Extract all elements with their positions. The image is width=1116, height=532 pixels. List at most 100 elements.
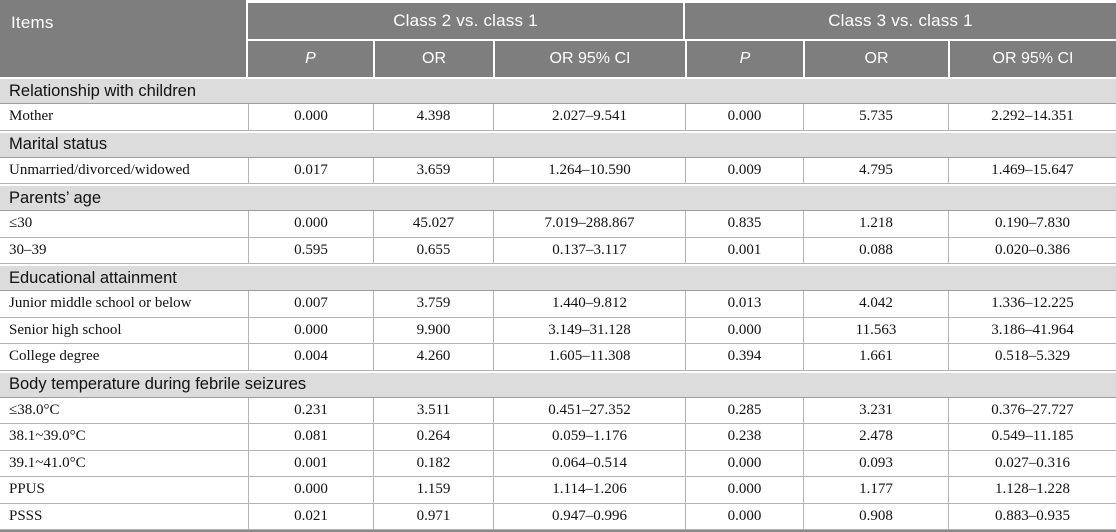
value-cell: 9.900	[373, 317, 493, 343]
column-header-items: Items	[0, 0, 248, 77]
value-cell: 0.835	[685, 211, 803, 237]
value-cell: 0.947–0.996	[493, 503, 685, 529]
value-cell: 1.264–10.590	[493, 157, 685, 183]
value-cell: 0.000	[248, 104, 373, 130]
value-cell: 2.292–14.351	[948, 104, 1116, 130]
value-cell: 1.177	[803, 477, 948, 503]
table-row: Junior middle school or below 0.007 3.759 1…	[0, 291, 1116, 318]
value-cell: 0.264	[373, 424, 493, 450]
value-cell: 0.020–0.386	[948, 237, 1116, 263]
table-row: 38.1~39.0°C 0.081 0.264 0.059–1.176 0.238 2.4…	[0, 424, 1116, 451]
value-cell: 1.159	[373, 477, 493, 503]
subcolumn-header-or-95-ci: OR 95% CI	[493, 40, 685, 77]
value-cell: 3.511	[373, 397, 493, 423]
value-cell: 1.114–1.206	[493, 477, 685, 503]
value-cell: 0.000	[685, 477, 803, 503]
value-cell: 1.469–15.647	[948, 157, 1116, 183]
item-cell: PSSS	[9, 507, 43, 524]
section-title: Marital status	[9, 135, 108, 153]
value-cell: 0.549–11.185	[948, 424, 1116, 450]
value-cell: 0.394	[685, 344, 803, 370]
value-cell: 4.042	[803, 291, 948, 317]
value-cell: 4.795	[803, 157, 948, 183]
value-cell: 3.149–31.128	[493, 317, 685, 343]
value-cell: 1.605–11.308	[493, 344, 685, 370]
item-cell: Senior high school	[9, 321, 122, 338]
value-cell: 0.238	[685, 424, 803, 450]
value-cell: 0.000	[248, 211, 373, 237]
value-cell: 1.336–12.225	[948, 291, 1116, 317]
table-header: Items Class 2 vs. class 1 Class 3 vs. cl…	[0, 0, 1116, 77]
item-cell: Mother	[9, 108, 54, 125]
column-group-class2-vs-class1: Class 2 vs. class 1	[248, 3, 685, 39]
section-row: Marital status	[0, 130, 1116, 158]
value-cell: 0.137–3.117	[493, 237, 685, 263]
table-row: College degree 0.004 4.260 1.605–11.308 0.39…	[0, 344, 1116, 371]
value-cell: 0.285	[685, 397, 803, 423]
section-title: Relationship with children	[9, 81, 197, 100]
section-title: Body temperature during febrile seizures	[9, 375, 307, 393]
section-title: Parents’ age	[9, 188, 102, 207]
value-cell: 0.081	[248, 424, 373, 450]
table-row: PPUS 0.000 1.159 1.114–1.206 0.000 1.177 1.128…	[0, 477, 1116, 504]
value-cell: 0.088	[803, 237, 948, 263]
value-cell: 0.000	[685, 317, 803, 343]
subcolumn-header-p: P	[685, 40, 803, 77]
header-right: Class 2 vs. class 1 Class 3 vs. class 1 …	[248, 0, 1116, 77]
section-row: Body temperature during febrile seizures	[0, 370, 1116, 398]
section-row: Parents’ age	[0, 184, 1116, 211]
value-cell: 0.883–0.935	[948, 503, 1116, 529]
subcolumn-header-or-95-ci: OR 95% CI	[948, 40, 1116, 77]
items-header-label: Items	[11, 13, 54, 32]
table-row: 30–39 0.595 0.655 0.137–3.117 0.001 0.088 0.02…	[0, 237, 1116, 264]
item-cell: PPUS	[9, 481, 45, 498]
value-cell: 1.661	[803, 344, 948, 370]
value-cell: 0.231	[248, 397, 373, 423]
value-cell: 11.563	[803, 317, 948, 343]
item-cell: Unmarried/divorced/widowed	[9, 161, 190, 178]
value-cell: 0.908	[803, 503, 948, 529]
value-cell: 3.659	[373, 157, 493, 183]
item-cell: ≤38.0°C	[9, 401, 60, 418]
column-group-class3-vs-class1: Class 3 vs. class 1	[685, 3, 1116, 39]
value-cell: 7.019–288.867	[493, 211, 685, 237]
subcolumn-header-p: P	[248, 40, 373, 77]
section-row: Educational attainment	[0, 264, 1116, 291]
value-cell: 2.478	[803, 424, 948, 450]
value-cell: 1.128–1.228	[948, 477, 1116, 503]
value-cell: 0.182	[373, 450, 493, 476]
value-cell: 0.000	[248, 317, 373, 343]
value-cell: 0.000	[685, 104, 803, 130]
value-cell: 0.093	[803, 450, 948, 476]
value-cell: 0.017	[248, 157, 373, 183]
value-cell: 45.027	[373, 211, 493, 237]
value-cell: 0.001	[248, 450, 373, 476]
value-cell: 4.260	[373, 344, 493, 370]
value-cell: 2.027–9.541	[493, 104, 685, 130]
item-cell: 38.1~39.0°C	[9, 428, 86, 445]
item-cell: 30–39	[9, 241, 47, 258]
subcolumn-header-or: OR	[373, 40, 493, 77]
header-subcolumn-row: P OR OR 95% CI P OR OR 95% CI	[248, 38, 1116, 77]
value-cell: 4.398	[373, 104, 493, 130]
table-row: Senior high school 0.000 9.900 3.149–31.128…	[0, 317, 1116, 344]
value-cell: 0.451–27.352	[493, 397, 685, 423]
value-cell: 3.186–41.964	[948, 317, 1116, 343]
table-row: PSSS 0.021 0.971 0.947–0.996 0.000 0.908 0.883…	[0, 503, 1116, 530]
value-cell: 0.009	[685, 157, 803, 183]
header-group-row: Class 2 vs. class 1 Class 3 vs. class 1	[248, 0, 1116, 39]
value-cell: 0.001	[685, 237, 803, 263]
value-cell: 0.190–7.830	[948, 211, 1116, 237]
table-body: Relationship with children Mother 0.000 4.3…	[0, 77, 1116, 530]
value-cell: 0.000	[685, 450, 803, 476]
value-cell: 0.376–27.727	[948, 397, 1116, 423]
value-cell: 0.595	[248, 237, 373, 263]
value-cell: 0.064–0.514	[493, 450, 685, 476]
item-cell: Junior middle school or below	[9, 295, 192, 312]
item-cell: College degree	[9, 348, 100, 365]
section-row: Relationship with children	[0, 77, 1116, 104]
value-cell: 0.059–1.176	[493, 424, 685, 450]
value-cell: 5.735	[803, 104, 948, 130]
item-cell: ≤30	[9, 215, 33, 232]
